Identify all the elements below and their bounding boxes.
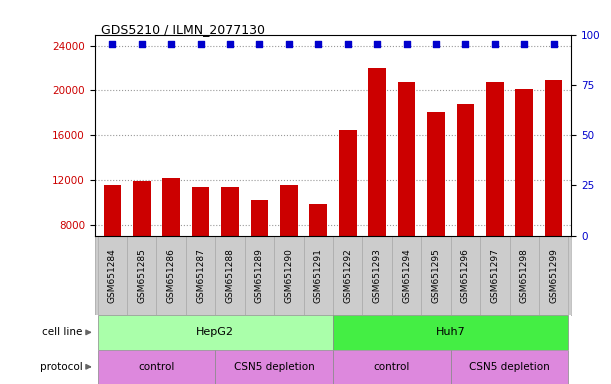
Text: GSM651289: GSM651289 — [255, 248, 264, 303]
Point — [461, 40, 470, 46]
Point — [372, 40, 382, 46]
Point — [431, 40, 441, 46]
Point — [196, 40, 205, 46]
Bar — [539, 236, 568, 315]
Bar — [392, 236, 421, 315]
Text: GDS5210 / ILMN_2077130: GDS5210 / ILMN_2077130 — [101, 23, 265, 36]
Bar — [186, 236, 215, 315]
Point — [401, 40, 411, 46]
Text: GSM651296: GSM651296 — [461, 248, 470, 303]
Bar — [510, 236, 539, 315]
Bar — [304, 236, 333, 315]
Bar — [251, 200, 268, 314]
Bar — [98, 236, 127, 315]
Text: GSM651287: GSM651287 — [196, 248, 205, 303]
Text: GSM651284: GSM651284 — [108, 248, 117, 303]
Text: GSM651297: GSM651297 — [490, 248, 499, 303]
Bar — [333, 315, 568, 349]
Text: GSM651295: GSM651295 — [431, 248, 441, 303]
Bar — [215, 349, 333, 384]
Text: cell line: cell line — [42, 328, 83, 338]
Point — [137, 40, 147, 46]
Text: GSM651291: GSM651291 — [314, 248, 323, 303]
Bar — [516, 89, 533, 314]
Text: GSM651286: GSM651286 — [167, 248, 176, 303]
Bar — [98, 349, 215, 384]
Bar — [309, 204, 327, 314]
Bar — [103, 185, 121, 314]
Text: Huh7: Huh7 — [436, 328, 466, 338]
Point — [343, 40, 353, 46]
Point — [549, 40, 558, 46]
Bar — [215, 236, 245, 315]
Point — [519, 40, 529, 46]
Text: GSM651293: GSM651293 — [373, 248, 382, 303]
Bar — [133, 181, 150, 314]
Text: CSN5 depletion: CSN5 depletion — [234, 362, 315, 372]
Bar — [398, 81, 415, 314]
Bar — [368, 68, 386, 314]
Bar — [480, 236, 510, 315]
Text: GSM651285: GSM651285 — [137, 248, 146, 303]
Text: protocol: protocol — [40, 362, 83, 372]
Text: GSM651299: GSM651299 — [549, 248, 558, 303]
Point — [255, 40, 265, 46]
Bar — [545, 80, 563, 314]
Text: GSM651298: GSM651298 — [520, 248, 529, 303]
Bar — [427, 112, 445, 314]
Point — [313, 40, 323, 46]
Bar — [456, 104, 474, 314]
Bar — [451, 349, 568, 384]
Text: GSM651292: GSM651292 — [343, 248, 352, 303]
Point — [284, 40, 294, 46]
Point — [166, 40, 176, 46]
Text: control: control — [374, 362, 410, 372]
Bar — [451, 236, 480, 315]
Bar — [421, 236, 451, 315]
Bar — [98, 315, 333, 349]
Text: GSM651288: GSM651288 — [225, 248, 235, 303]
Bar — [274, 236, 304, 315]
Text: CSN5 depletion: CSN5 depletion — [469, 362, 550, 372]
Bar — [163, 178, 180, 314]
Text: GSM651294: GSM651294 — [402, 248, 411, 303]
Text: control: control — [138, 362, 175, 372]
Bar — [127, 236, 156, 315]
Text: HepG2: HepG2 — [196, 328, 235, 338]
Bar — [280, 185, 298, 314]
Bar — [192, 187, 210, 314]
Point — [108, 40, 117, 46]
Bar — [486, 81, 503, 314]
Text: GSM651290: GSM651290 — [284, 248, 293, 303]
Bar — [333, 236, 362, 315]
Bar — [245, 236, 274, 315]
Bar — [221, 187, 239, 314]
Bar — [362, 236, 392, 315]
Point — [490, 40, 500, 46]
Bar — [156, 236, 186, 315]
Point — [225, 40, 235, 46]
Bar — [339, 129, 357, 314]
Bar — [333, 349, 451, 384]
